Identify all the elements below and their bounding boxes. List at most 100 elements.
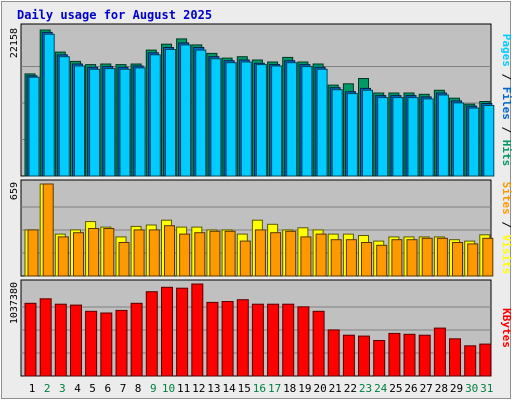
bar-sites-day-4 [73, 232, 84, 277]
bar-pages-day-8 [134, 67, 146, 177]
panels-layer: 22158 Pages / Files / Hits 659 Sites / Visi… [9, 23, 512, 377]
bar-kbytes-day-10 [161, 286, 173, 377]
bar-sites-day-1 [27, 229, 39, 277]
bar-sites-day-18 [285, 230, 297, 277]
bar-sites-day-3 [57, 236, 69, 277]
x-tick-label-day-27: 27 [420, 382, 433, 395]
x-tick-label-day-22: 22 [344, 382, 357, 395]
bar-kbytes-day-6 [100, 312, 113, 377]
axis-label-part: KBytes [500, 308, 512, 348]
x-tick-label-day-11: 11 [177, 382, 190, 395]
bar-sites-day-25 [391, 239, 403, 277]
bar-pages-day-2 [43, 33, 55, 177]
x-tick-label-day-28: 28 [435, 382, 448, 395]
axis-label-part: / [500, 120, 512, 140]
x-tick-label-day-1: 1 [29, 382, 36, 395]
bar-sites-day-19 [300, 236, 312, 277]
bar-kbytes-day-4 [70, 304, 82, 377]
axis-label-part: Visits [500, 235, 512, 275]
bar-kbytes-day-30 [464, 345, 477, 377]
bar-pages-day-5 [89, 68, 101, 177]
bar-kbytes-day-28 [433, 327, 446, 377]
bar-pages-day-6 [104, 68, 116, 177]
x-tick-label-day-9: 9 [150, 382, 157, 395]
panel-visits_sites: 659 Sites / Visits [9, 179, 512, 277]
bar-pages-day-4 [74, 65, 85, 177]
bar-sites-day-10 [164, 225, 175, 277]
bar-kbytes-day-5 [85, 310, 98, 377]
bar-kbytes-day-13 [206, 301, 219, 377]
bar-sites-day-30 [467, 243, 479, 277]
bar-pages-day-13 [210, 58, 222, 177]
bar-sites-day-26 [406, 239, 418, 277]
bar-sites-day-23 [361, 242, 372, 277]
bar-pages-day-1 [28, 76, 40, 177]
x-tick-label-day-10: 10 [162, 382, 175, 395]
bar-pages-day-3 [58, 56, 70, 177]
bar-kbytes-day-7 [115, 309, 128, 377]
axis-label-part: Sites [500, 182, 512, 215]
bar-pages-day-19 [301, 66, 313, 177]
x-tick-label-day-3: 3 [59, 382, 66, 395]
x-tick-label-day-12: 12 [192, 382, 205, 395]
x-tick-label-day-17: 17 [268, 382, 281, 395]
bar-pages-day-20 [316, 68, 328, 177]
panel-kbytes: 1037380 KBytes [9, 279, 512, 377]
x-tick-label-day-25: 25 [389, 382, 402, 395]
bar-sites-day-9 [148, 229, 160, 277]
bar-sites-day-5 [88, 228, 100, 277]
bar-pages-day-10 [165, 49, 176, 177]
bar-sites-day-29 [452, 242, 463, 277]
bar-kbytes-day-9 [145, 291, 158, 377]
x-tick-label-day-21: 21 [329, 382, 342, 395]
bar-sites-day-11 [179, 233, 191, 277]
bar-kbytes-day-1 [24, 302, 37, 377]
bar-sites-day-28 [436, 237, 448, 277]
bar-sites-day-20 [315, 233, 327, 277]
bar-sites-day-16 [254, 229, 266, 277]
bar-pages-day-26 [407, 97, 419, 177]
bar-kbytes-day-19 [297, 306, 310, 377]
axis-label-visits_sites: Sites / Visits [500, 182, 512, 275]
bar-sites-day-13 [209, 230, 221, 277]
bar-pages-day-15 [240, 61, 252, 177]
axis-label-hits_files_pages: Pages / Files / Hits [500, 34, 512, 167]
panel-hits_files_pages: 22158 Pages / Files / Hits [9, 23, 512, 177]
x-tick-label-day-7: 7 [120, 382, 127, 395]
bar-pages-day-12 [195, 49, 207, 177]
bar-sites-day-24 [376, 244, 388, 277]
max-value-label: 22158 [9, 28, 20, 58]
bar-sites-day-14 [224, 230, 236, 277]
bar-kbytes-day-26 [403, 333, 416, 377]
axis-label-part: Hits [500, 140, 512, 167]
bar-kbytes-day-16 [251, 303, 264, 377]
max-value-label: 1037380 [9, 282, 20, 324]
x-tick-label-day-16: 16 [253, 382, 266, 395]
bar-sites-day-8 [133, 229, 145, 277]
bar-pages-day-16 [255, 64, 267, 177]
bar-kbytes-day-11 [176, 287, 189, 377]
bar-kbytes-day-20 [312, 310, 325, 377]
axis-label-part: Files [500, 87, 512, 120]
x-tick-label-day-23: 23 [359, 382, 372, 395]
bar-sites-day-12 [194, 232, 206, 277]
bar-pages-day-25 [392, 97, 404, 177]
bar-pages-day-11 [180, 44, 192, 177]
bar-pages-day-30 [468, 107, 480, 177]
x-tick-label-day-29: 29 [450, 382, 463, 395]
axis-label-kbytes: KBytes [500, 308, 512, 348]
bar-kbytes-day-2 [39, 298, 52, 377]
axis-label-part: / [500, 67, 512, 87]
bar-kbytes-day-23 [358, 335, 370, 377]
bar-pages-day-18 [286, 62, 298, 177]
x-tick-label-day-20: 20 [313, 382, 326, 395]
bar-kbytes-day-27 [418, 334, 431, 377]
bar-sites-day-15 [239, 240, 251, 277]
x-axis-labels: 1 2 3 4 5 6 7 8 9 10 11 12 13 14 15 16 17 18 19 20 21 22 23 24 2… [29, 382, 494, 395]
bar-pages-day-24 [377, 97, 389, 177]
bar-kbytes-day-3 [54, 303, 67, 377]
bar-sites-day-21 [330, 239, 342, 277]
bar-pages-day-27 [422, 98, 434, 177]
bar-kbytes-day-31 [479, 343, 492, 377]
